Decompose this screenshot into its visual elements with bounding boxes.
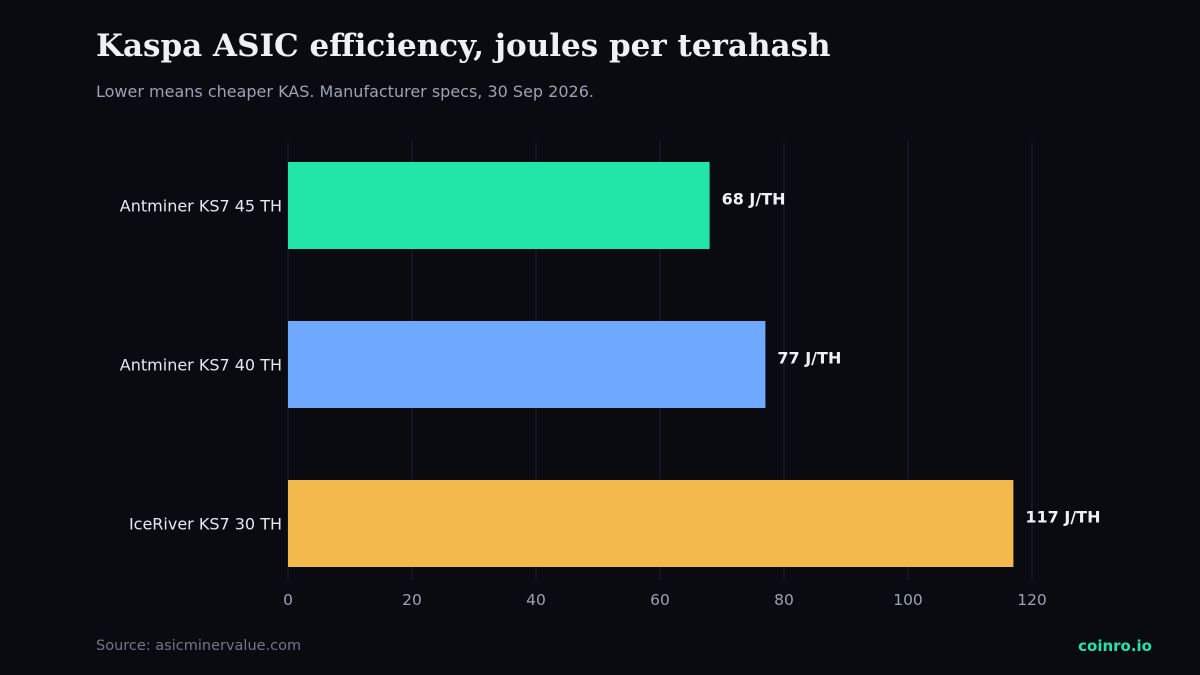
chart-title: Kaspa ASIC efficiency, joules per teraha… xyxy=(96,28,831,64)
labels: 0 20 40 60 80 100 120 Antminer KS7 45 TH 68 J/TH… xyxy=(120,190,1101,610)
bar xyxy=(288,321,766,408)
x-tick-label: 100 xyxy=(893,591,923,609)
chart-subtitle: Lower means cheaper KAS. Manufacturer sp… xyxy=(96,82,594,101)
bar xyxy=(288,162,710,249)
value-label: 117 J/TH xyxy=(1025,508,1100,527)
category-label: Antminer KS7 40 TH xyxy=(120,356,282,375)
category-label: Antminer KS7 45 TH xyxy=(120,197,282,216)
brand-logo: coinro.io xyxy=(1078,637,1152,655)
category-label: IceRiver KS7 30 TH xyxy=(129,515,282,534)
x-tick-label: 20 xyxy=(402,591,422,609)
x-tick-label: 0 xyxy=(283,591,293,609)
x-tick-label: 120 xyxy=(1017,591,1047,609)
value-label: 68 J/TH xyxy=(722,190,786,209)
bars xyxy=(288,162,1014,567)
bar xyxy=(288,480,1014,567)
value-label: 77 J/TH xyxy=(777,349,841,368)
x-tick-label: 80 xyxy=(774,591,794,609)
x-tick-label: 40 xyxy=(526,591,546,609)
x-tick-label: 60 xyxy=(650,591,670,609)
source-note: Source: asicminervalue.com xyxy=(96,638,302,654)
